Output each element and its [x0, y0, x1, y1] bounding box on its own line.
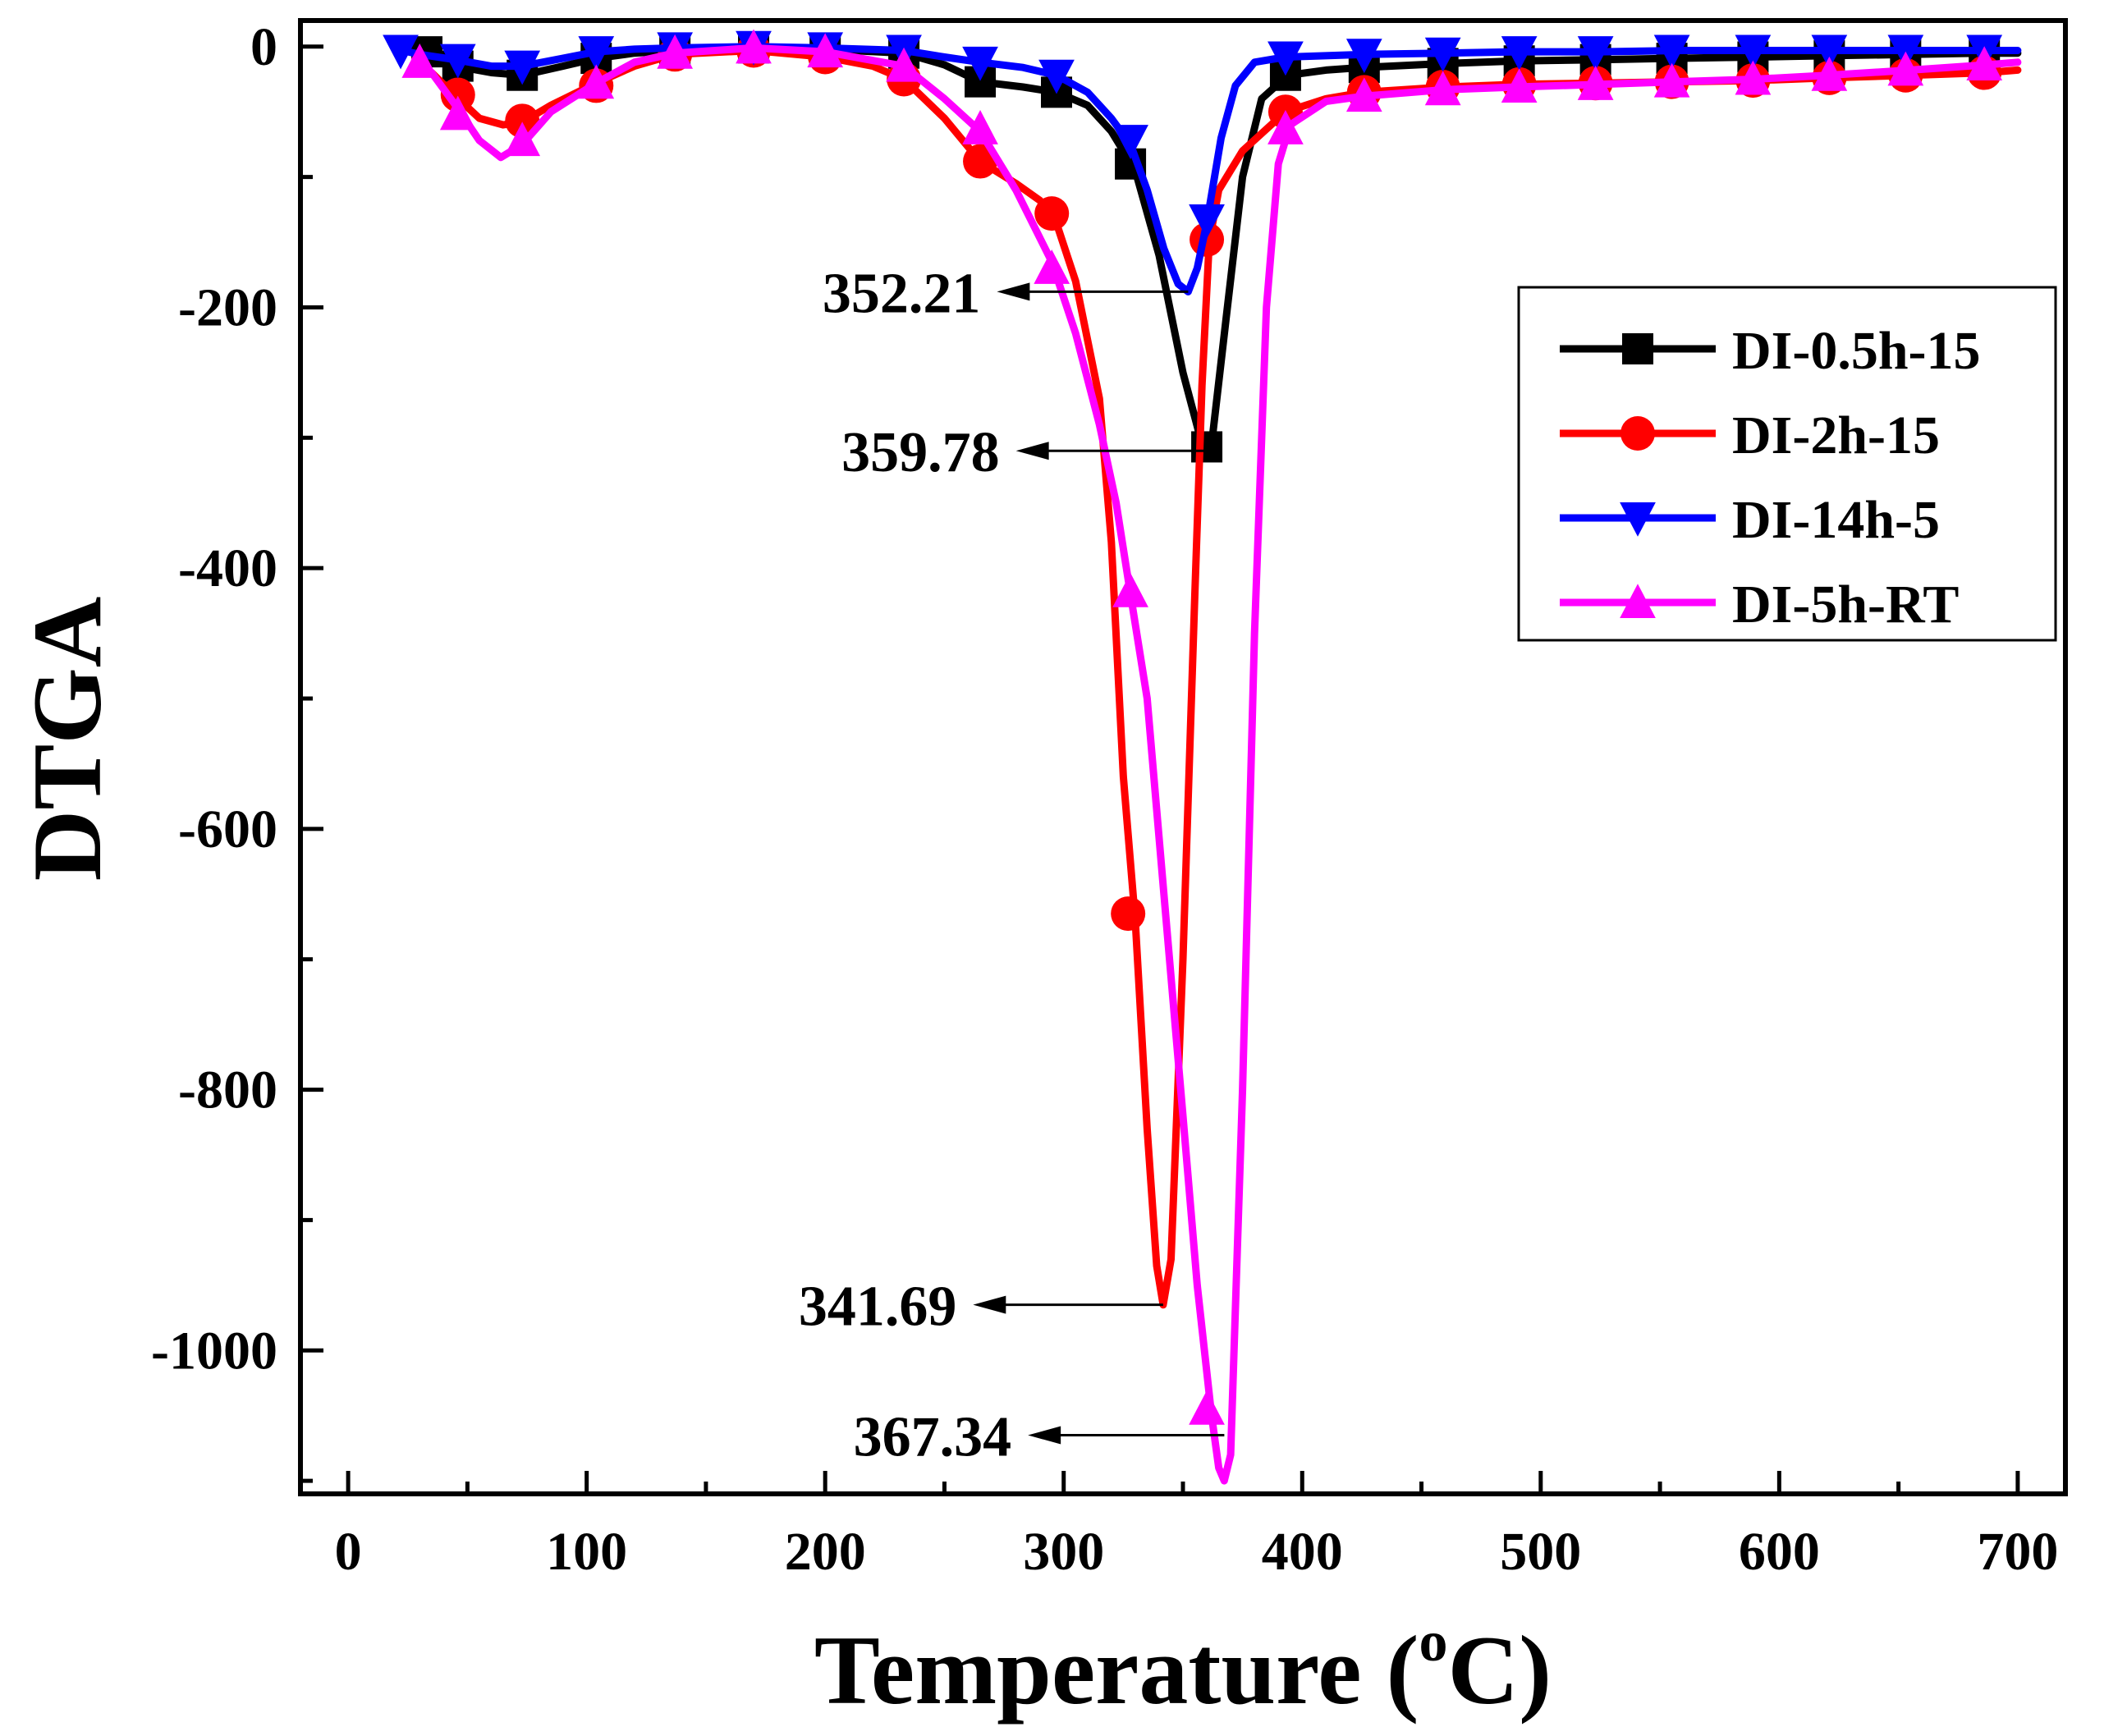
annotation-arrow-head: [1028, 1426, 1061, 1445]
legend-marker: [1620, 502, 1656, 537]
data-point-DI-14h-5: [1038, 59, 1075, 94]
data-point-DI-5h-RT: [962, 110, 998, 144]
y-tick-label: -800: [178, 1060, 277, 1120]
y-tick-label: 0: [250, 17, 277, 77]
data-point-DI-5h-RT: [1735, 60, 1772, 95]
series-DI-2h-15: [411, 33, 2022, 1309]
legend-marker: [1622, 333, 1653, 364]
series-line-DI-5h-RT: [411, 44, 2022, 1485]
data-point-DI-2h-15: [963, 144, 998, 179]
data-point-DI-14h-5: [383, 34, 419, 70]
data-point-DI-14h-5: [504, 50, 541, 85]
data-point-DI-14h-5: [1345, 39, 1382, 74]
data-point-DI-5h-RT: [657, 34, 693, 69]
peak-annotation: 367.34: [854, 1406, 1225, 1469]
data-point-DI-5h-RT: [1887, 51, 1924, 86]
data-point-DI-14h-5: [1577, 36, 1614, 71]
data-point-DI-5h-RT: [439, 95, 476, 131]
legend-label: DI-14h-5: [1732, 490, 1940, 550]
x-axis-title-unit-superscript: o: [1419, 1610, 1447, 1674]
legend-label: DI-2h-15: [1732, 405, 1940, 465]
data-point-DI-14h-5: [962, 46, 998, 81]
peak-annotation: 352.21: [823, 262, 1189, 325]
legend-label: DI-5h-RT: [1732, 575, 1959, 634]
data-point-DI-5h-RT: [401, 44, 438, 78]
annotation-label: 359.78: [841, 421, 1000, 484]
data-point-DI-14h-5: [439, 44, 476, 79]
peak-annotation: 341.69: [799, 1276, 1163, 1339]
data-point-DI-5h-RT: [1034, 250, 1070, 284]
y-axis-title: DTGA: [12, 597, 121, 882]
data-point-DI-2h-15: [1034, 196, 1070, 231]
data-point-DI-5h-RT: [1345, 77, 1382, 112]
data-point-DI-5h-RT: [1811, 56, 1848, 91]
annotation-arrow-head: [973, 1295, 1006, 1314]
data-point-DI-14h-5: [1189, 204, 1225, 239]
y-tick-label: -200: [178, 277, 277, 337]
annotation-label: 352.21: [823, 262, 981, 325]
data-point-DI-5h-RT: [1189, 1390, 1225, 1425]
data-point-DI-14h-5: [578, 36, 615, 71]
data-point-DI-14h-5: [1811, 34, 1848, 70]
data-point-DI-5h-RT: [1112, 572, 1148, 607]
x-tick-label: 0: [335, 1522, 362, 1582]
data-point-DI-14h-5: [1112, 125, 1148, 159]
y-tick-label: -400: [178, 538, 277, 598]
x-tick-label: 500: [1500, 1522, 1581, 1582]
axis-ticks: 0 100 200 300 400 500 600 700 0 -200 -400 -600 -800 -…: [151, 17, 2058, 1582]
legend-label: DI-0.5h-15: [1732, 321, 1981, 381]
annotation-label: 367.34: [854, 1406, 1012, 1469]
series-line-DI-14h-5: [392, 43, 2022, 295]
data-point-DI-5h-RT: [886, 47, 922, 82]
x-tick-label: 300: [1023, 1522, 1104, 1582]
legend-item-DI-0.5h-15: DI-0.5h-15: [1560, 321, 1981, 381]
annotations-layer: 352.21 359.78 341.69 367.34: [799, 262, 1225, 1469]
data-point-DI-14h-5: [1653, 34, 1690, 70]
data-point-DI-5h-RT: [1966, 46, 2003, 81]
peak-annotation: 359.78: [841, 421, 1207, 484]
data-point-DI-5h-RT: [736, 29, 772, 64]
legend-box: [1517, 286, 2057, 642]
data-point-DI-14h-5: [1267, 41, 1304, 76]
data-point-DI-5h-RT: [1424, 71, 1461, 106]
x-axis-title-unit: C: [1447, 1615, 1519, 1725]
series-layer: [383, 29, 2022, 1485]
legend-item-DI-2h-15: DI-2h-15: [1560, 405, 1940, 465]
x-tick-label: 200: [785, 1522, 866, 1582]
x-axis-title-text: Temperature: [814, 1615, 1362, 1725]
data-point-DI-5h-RT: [1653, 62, 1690, 98]
data-point-DI-14h-5: [1424, 37, 1461, 72]
x-tick-label: 600: [1739, 1522, 1820, 1582]
y-tick-label: -600: [178, 799, 277, 859]
data-point-DI-2h-15: [440, 77, 475, 112]
data-point-DI-5h-RT: [1501, 68, 1538, 103]
legend: DI-0.5h-15 DI-2h-15 DI-14h-5 DI-5h-RT: [1517, 286, 2057, 642]
legend-marker: [1620, 416, 1655, 451]
x-tick-label: 400: [1262, 1522, 1343, 1582]
annotation-arrow-head: [997, 282, 1030, 301]
data-point-DI-14h-5: [1501, 36, 1538, 71]
data-point-DI-5h-RT: [504, 121, 541, 157]
data-point-DI-5h-RT: [1577, 66, 1614, 100]
plot-frame: [298, 18, 2068, 1496]
x-axis-title-open-paren: (: [1386, 1615, 1419, 1725]
x-axis-title: Temperature (oC): [814, 1610, 1552, 1725]
data-point-DI-5h-RT: [578, 64, 615, 99]
legend-item-DI-14h-5: DI-14h-5: [1560, 490, 1940, 550]
x-tick-label: 100: [546, 1522, 627, 1582]
x-axis-title-close-paren: ): [1519, 1615, 1552, 1725]
data-point-DI-5h-RT: [807, 33, 844, 68]
legend-items: DI-0.5h-15 DI-2h-15 DI-14h-5 DI-5h-RT: [1560, 321, 1981, 634]
legend-marker: [1620, 584, 1656, 618]
y-tick-label: -1000: [151, 1321, 277, 1381]
annotation-label: 341.69: [799, 1276, 957, 1339]
legend-item-DI-5h-RT: DI-5h-RT: [1560, 575, 1959, 634]
data-point-DI-14h-5: [1735, 34, 1772, 70]
series-DI-5h-RT: [401, 29, 2022, 1485]
data-point-DI-2h-15: [1111, 896, 1146, 932]
annotation-arrow-head: [1015, 442, 1049, 460]
data-point-DI-5h-RT: [1267, 110, 1304, 144]
x-tick-label: 700: [1977, 1522, 2058, 1582]
